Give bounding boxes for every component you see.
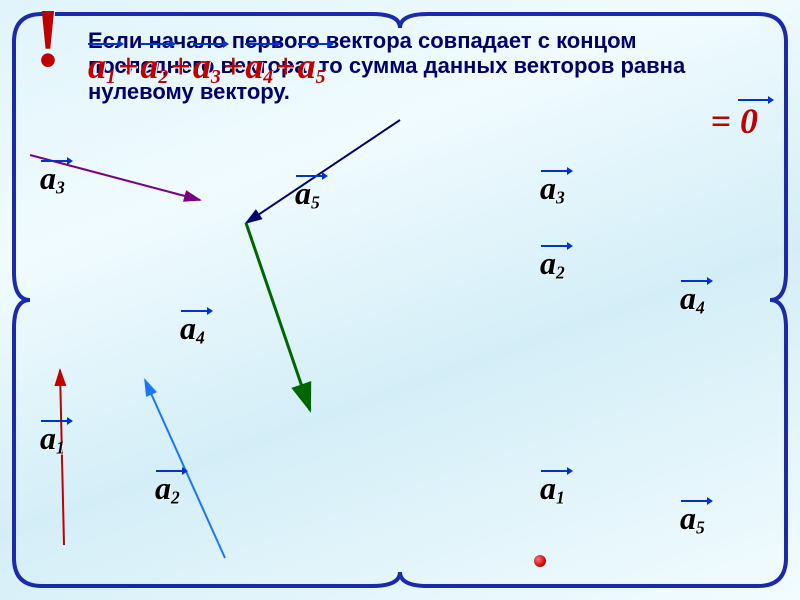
sum-equation: a1+a2+a3+a4+a5 [88, 45, 326, 89]
plus: + [118, 46, 139, 86]
label-left-a3: a3 [40, 160, 65, 198]
plus: + [275, 46, 296, 86]
label-left-a5: a5 [295, 175, 320, 213]
eq-zero-text: = 0 [710, 101, 758, 141]
label-left-a2: a2 [155, 470, 180, 508]
vector-a4-green [246, 223, 310, 410]
label-left-a1: a1 [40, 420, 65, 458]
label-right-a5: a5 [680, 500, 705, 538]
sum-term-a1: a1 [88, 45, 116, 89]
label-right-a2: a2 [540, 245, 565, 283]
sum-term-a2: a2 [140, 45, 168, 89]
sum-term-a5: a5 [298, 45, 326, 89]
label-right-a4: a4 [680, 280, 705, 318]
exclaim-mark: ! [34, 0, 62, 87]
label-right-a1: a1 [540, 470, 565, 508]
red-dot [534, 555, 546, 567]
sum-term-a4: a4 [245, 45, 273, 89]
sum-term-a3: a3 [193, 45, 221, 89]
plus: + [223, 46, 244, 86]
plus: + [170, 46, 191, 86]
label-right-a3: a3 [540, 170, 565, 208]
zero-equation: = 0 [710, 100, 758, 142]
label-left-a4: a4 [180, 310, 205, 348]
